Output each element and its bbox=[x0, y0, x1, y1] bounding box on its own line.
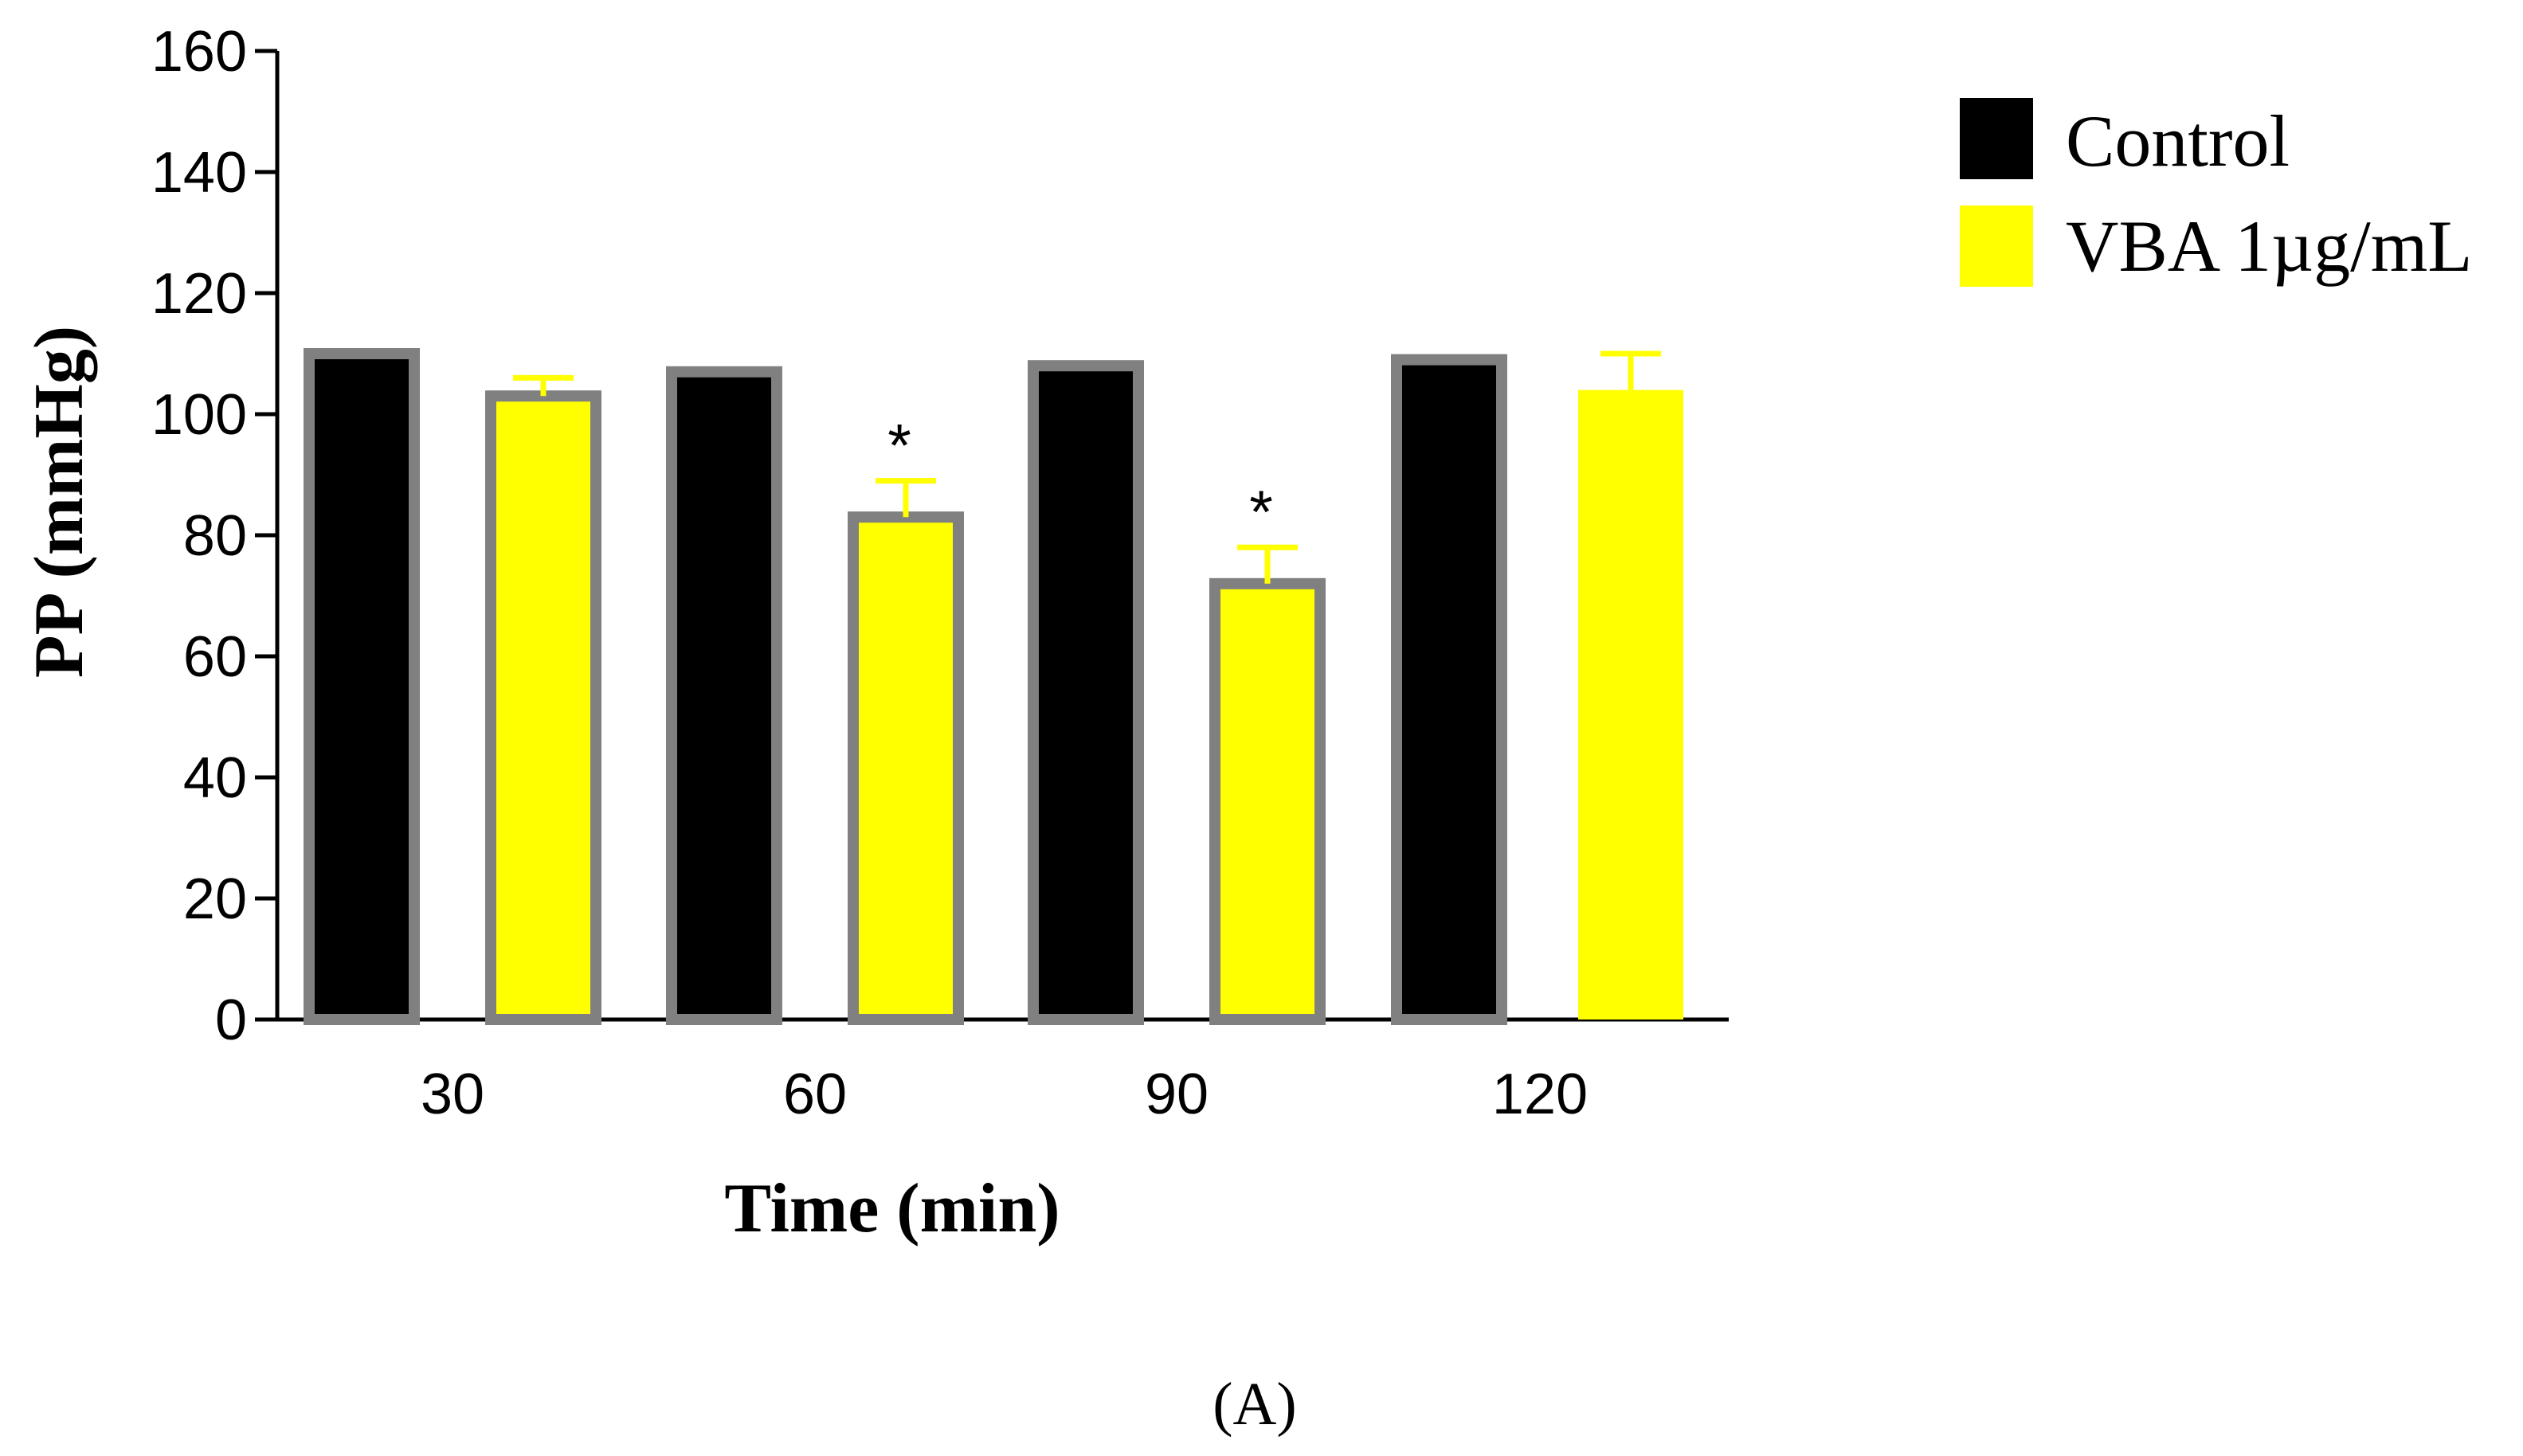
panel-label: (A) bbox=[1213, 1371, 1297, 1438]
bar-vba-90 bbox=[1209, 577, 1326, 1025]
bar-control-60 bbox=[666, 366, 782, 1025]
annotations: ** bbox=[887, 413, 1273, 547]
bars bbox=[304, 348, 1683, 1026]
significance-marker: * bbox=[887, 413, 911, 480]
y-tick-label: 140 bbox=[151, 141, 247, 205]
legend-swatch-control bbox=[1960, 98, 2033, 179]
legend-label-control: Control bbox=[2066, 100, 2290, 182]
bar-vba-60 bbox=[848, 511, 964, 1025]
x-tick-label: 90 bbox=[1145, 1063, 1209, 1126]
bar-control-120 bbox=[1391, 354, 1507, 1026]
y-axis: 0 20 40 60 80 100 120 140 160 bbox=[151, 20, 280, 1052]
y-tick-label: 20 bbox=[183, 867, 247, 931]
bar-control-30 bbox=[304, 348, 420, 1025]
significance-marker: * bbox=[1249, 479, 1273, 546]
legend: Control VBA 1µg/mL bbox=[1960, 98, 2473, 287]
legend-swatch-vba bbox=[1960, 205, 2033, 287]
bar-control-90 bbox=[1028, 360, 1144, 1025]
y-tick-label: 40 bbox=[183, 746, 247, 810]
y-tick-label: 100 bbox=[151, 383, 247, 447]
x-tick-label: 120 bbox=[1492, 1063, 1588, 1126]
x-tick-label: 30 bbox=[421, 1063, 484, 1126]
y-tick-label: 60 bbox=[183, 625, 247, 689]
x-axis-title: Time (min) bbox=[724, 1170, 1060, 1247]
y-axis-title: PP (mmHg) bbox=[21, 326, 98, 678]
y-tick-label: 160 bbox=[151, 20, 247, 84]
y-tick-label: 120 bbox=[151, 262, 247, 326]
x-axis: 30 60 90 120 bbox=[277, 1017, 1729, 1126]
x-tick-label: 60 bbox=[783, 1063, 847, 1126]
bar-vba-120 bbox=[1578, 389, 1683, 1020]
bar-vba-30 bbox=[485, 390, 601, 1025]
legend-label-vba: VBA 1µg/mL bbox=[2066, 205, 2473, 287]
y-tick-label: 80 bbox=[183, 504, 247, 568]
y-tick-label: 0 bbox=[215, 988, 247, 1052]
